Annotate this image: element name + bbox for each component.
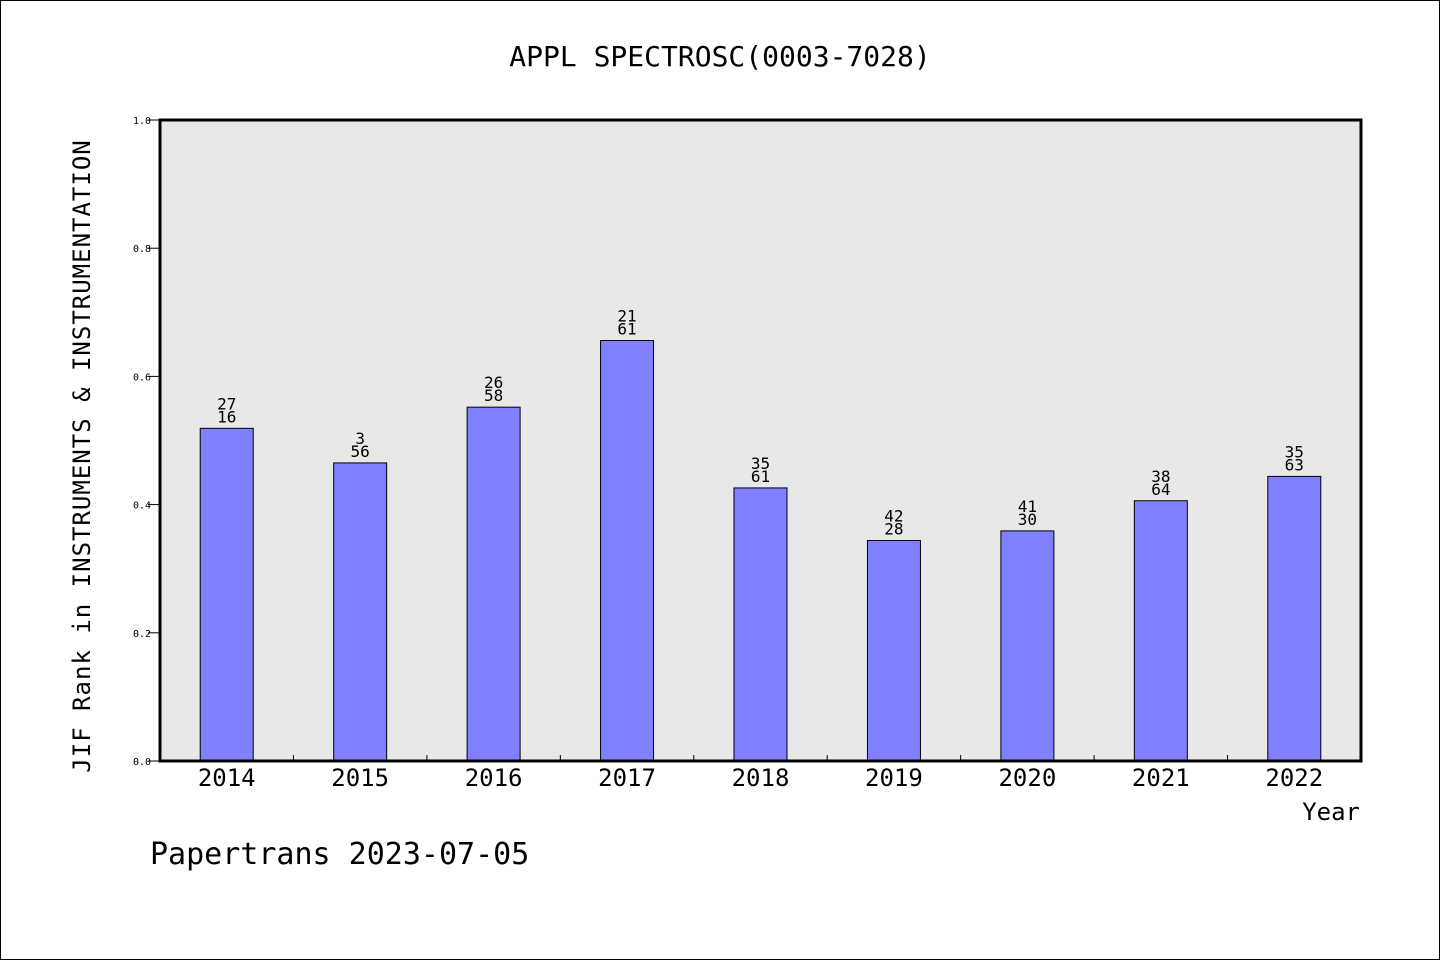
- bar-2019: [866, 539, 921, 762]
- bar-label-top: 42: [884, 506, 903, 525]
- bar-label-bottom: 61: [617, 320, 636, 339]
- footer-text: Papertrans 2023-07-05: [150, 837, 529, 872]
- bar-label-bottom: 61: [751, 467, 770, 486]
- x-tick-label: 2018: [732, 764, 790, 792]
- bar-label-top: 3: [355, 429, 365, 448]
- x-tick-label: 2014: [198, 764, 256, 792]
- bar-2017: [600, 340, 655, 762]
- bar-label-top: 21: [617, 307, 636, 326]
- bar-2018: [733, 487, 788, 762]
- y-tick-label: 0.2: [133, 629, 151, 640]
- bar-label-bottom: 63: [1285, 455, 1304, 474]
- bar-2022: [1267, 475, 1322, 762]
- y-axis-label: JIF Rank in INSTRUMENTS & INSTRUMENTATIO…: [68, 139, 96, 772]
- bar-label-top: 35: [1285, 442, 1304, 461]
- x-tick-label: 2016: [465, 764, 523, 792]
- x-tick-label: 2020: [998, 764, 1056, 792]
- y-tick-label: 0.4: [133, 501, 151, 512]
- chart-title: APPL SPECTROSC(0003-7028): [509, 40, 930, 73]
- x-tick-label: 2021: [1132, 764, 1190, 792]
- y-tick-label: 0.8: [133, 244, 151, 255]
- bar-2021: [1133, 500, 1188, 762]
- bar-label-bottom: 58: [484, 386, 503, 405]
- x-tick-label: 2022: [1265, 764, 1323, 792]
- bar-label-bottom: 30: [1018, 510, 1037, 529]
- plot-border: [158, 118, 1363, 763]
- x-tick-label: 2015: [331, 764, 389, 792]
- x-tick-label: 2019: [865, 764, 923, 792]
- bar-label-top: 27: [217, 394, 236, 413]
- bar-label-top: 35: [751, 454, 770, 473]
- bars: [199, 340, 1322, 762]
- x-tick-label: 2017: [598, 764, 656, 792]
- bar-2020: [1000, 530, 1055, 762]
- bar-label-bottom: 56: [351, 442, 370, 461]
- y-tick-label: 1.0: [133, 116, 151, 127]
- bar-label-top: 38: [1151, 467, 1170, 486]
- bar-label-bottom: 64: [1151, 480, 1170, 499]
- bar-2014: [199, 427, 254, 762]
- bar-label-bottom: 28: [884, 519, 903, 538]
- bar-label-top: 26: [484, 373, 503, 392]
- y-axis-ticks: 0.0 0.2 0.4 0.6 0.8 1.0: [133, 116, 160, 768]
- x-axis-label: Year: [1302, 798, 1360, 826]
- x-axis-ticks: 2014 2015 2016 2017 2018 2019 2020 2021 2022: [198, 755, 1323, 792]
- bar-label-top: 41: [1018, 497, 1037, 516]
- bar-label-bottom: 16: [217, 407, 236, 426]
- y-tick-label: 0.6: [133, 372, 151, 383]
- bar-2015: [333, 462, 388, 762]
- y-tick-label: 0.0: [133, 757, 151, 768]
- bar-2016: [466, 406, 521, 762]
